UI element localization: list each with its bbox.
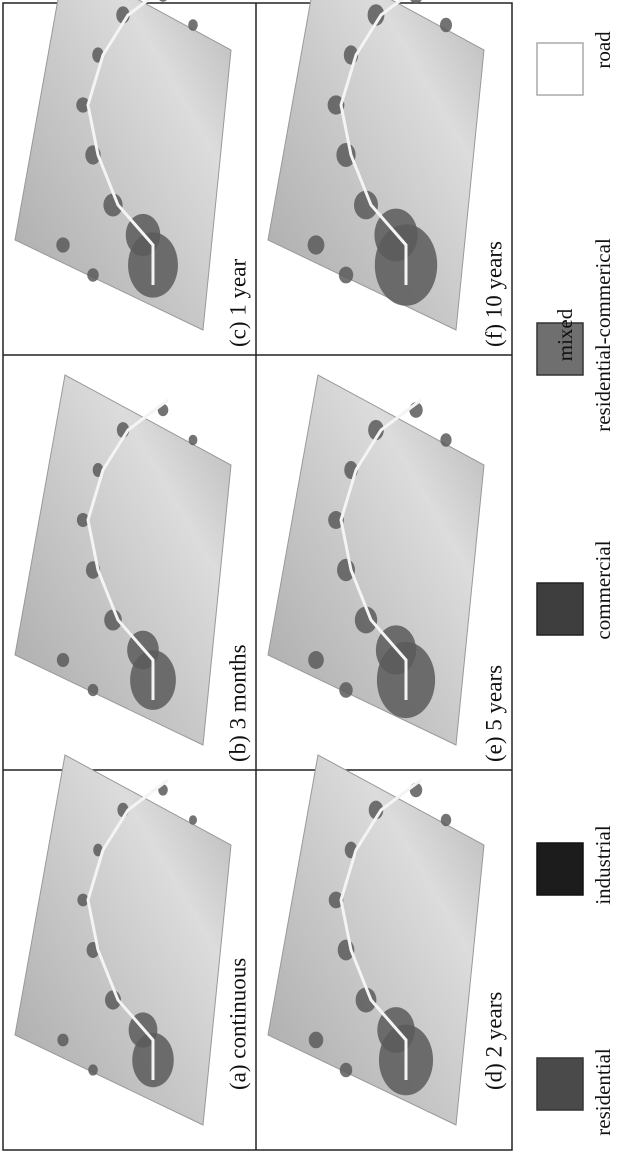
legend-label: road [591, 31, 615, 69]
legend-swatch [537, 43, 583, 95]
map-panel: (e) 5 years [268, 375, 506, 762]
urban-area [57, 653, 69, 667]
urban-area [308, 235, 325, 254]
urban-area [309, 1032, 324, 1049]
urban-area [88, 684, 99, 696]
panel-caption: (f) 10 years [481, 241, 506, 347]
urban-area [189, 815, 197, 825]
legend-label: residential-commerical [591, 238, 615, 432]
panel-caption: (d) 2 years [481, 992, 506, 1090]
legend-label: mixed [553, 308, 577, 361]
urban-area [336, 143, 355, 167]
figure: (a) continuous (b) 3 months (c) 1 year (d) … [0, 0, 622, 1161]
urban-area [87, 268, 99, 281]
map-panel: (a) continuous [15, 755, 250, 1125]
legend-swatch [537, 583, 583, 635]
legend-label: residential [591, 1048, 615, 1136]
terrain-map [15, 0, 231, 330]
urban-area [157, 0, 169, 2]
urban-area [189, 435, 198, 446]
urban-area [88, 1064, 98, 1075]
urban-area [339, 682, 352, 698]
legend-label: industrial [591, 825, 615, 904]
legend-swatch [537, 1058, 583, 1110]
urban-area [57, 1034, 68, 1047]
legend-label: commercial [591, 540, 615, 639]
panel-caption: (c) 1 year [225, 259, 250, 347]
urban-area [340, 1063, 352, 1078]
rotated-figure: (a) continuous (b) 3 months (c) 1 year (d) … [3, 0, 615, 1150]
legend-swatch [537, 843, 583, 895]
urban-area [440, 18, 452, 32]
urban-area [308, 651, 324, 669]
panel-caption: (b) 3 months [225, 644, 250, 762]
urban-area [339, 267, 353, 284]
map-panel: (f) 10 years [268, 0, 506, 347]
urban-area [440, 433, 451, 446]
urban-area [441, 814, 451, 826]
map-panel: (d) 2 years [268, 755, 506, 1125]
map-panel: (c) 1 year [15, 0, 250, 347]
urban-area [56, 237, 69, 252]
terrain-map [268, 0, 484, 330]
map-panel: (b) 3 months [15, 375, 250, 762]
panel-caption: (e) 5 years [481, 665, 506, 762]
panel-caption: (a) continuous [225, 958, 250, 1090]
urban-area [188, 19, 198, 31]
